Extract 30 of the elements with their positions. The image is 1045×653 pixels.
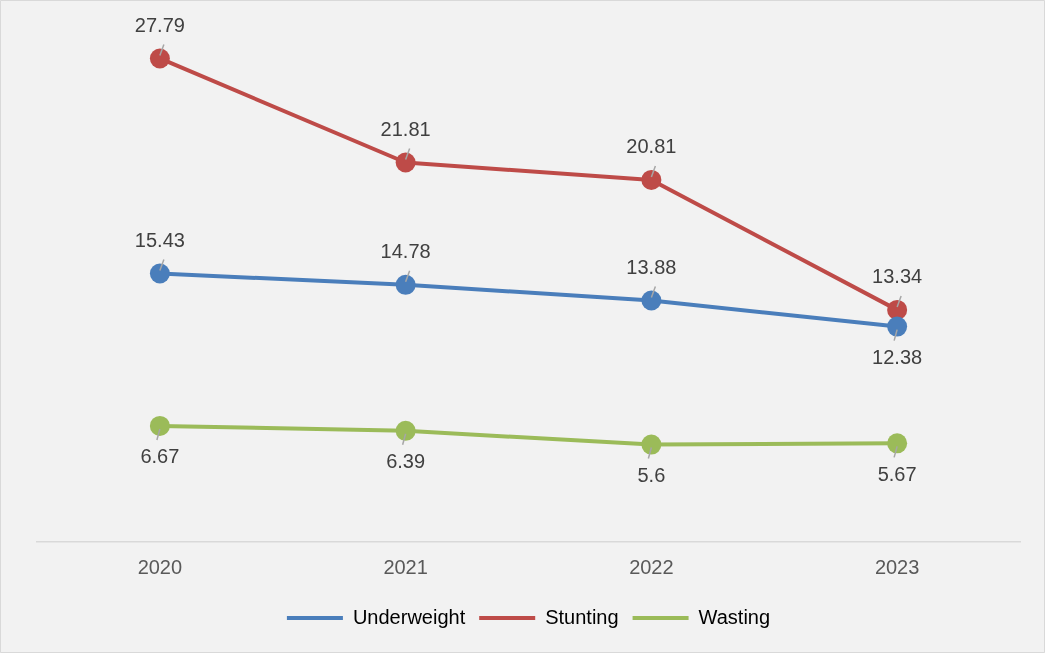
data-label: 27.79 [134, 13, 185, 36]
data-label: 12.38 [872, 346, 923, 369]
x-tick-label: 2022 [629, 555, 674, 578]
data-label: 20.81 [626, 135, 677, 158]
point [641, 434, 662, 455]
point [395, 274, 416, 295]
point [887, 433, 908, 454]
data-label: 15.43 [134, 229, 185, 252]
point [641, 169, 662, 190]
x-tick-label: 2021 [383, 555, 428, 578]
x-tick-label: 2023 [874, 555, 920, 578]
data-label: 5.6 [637, 464, 666, 487]
data-label: 13.34 [872, 265, 923, 288]
point [149, 263, 170, 284]
legend-label: Wasting [698, 605, 771, 628]
point [887, 316, 908, 337]
point [641, 290, 662, 311]
point [395, 152, 416, 173]
x-tick-label: 2020 [137, 555, 183, 578]
data-label: 6.39 [386, 450, 426, 473]
point [149, 415, 170, 436]
data-label: 14.78 [380, 240, 431, 263]
point [395, 420, 416, 441]
data-label: 21.81 [380, 118, 431, 141]
point [149, 48, 170, 69]
data-label: 13.88 [626, 256, 677, 278]
data-label: 6.67 [140, 445, 180, 468]
legend-label: Stunting [545, 605, 619, 628]
data-label: 5.67 [877, 462, 917, 485]
legend-label: Underweight [352, 605, 466, 628]
